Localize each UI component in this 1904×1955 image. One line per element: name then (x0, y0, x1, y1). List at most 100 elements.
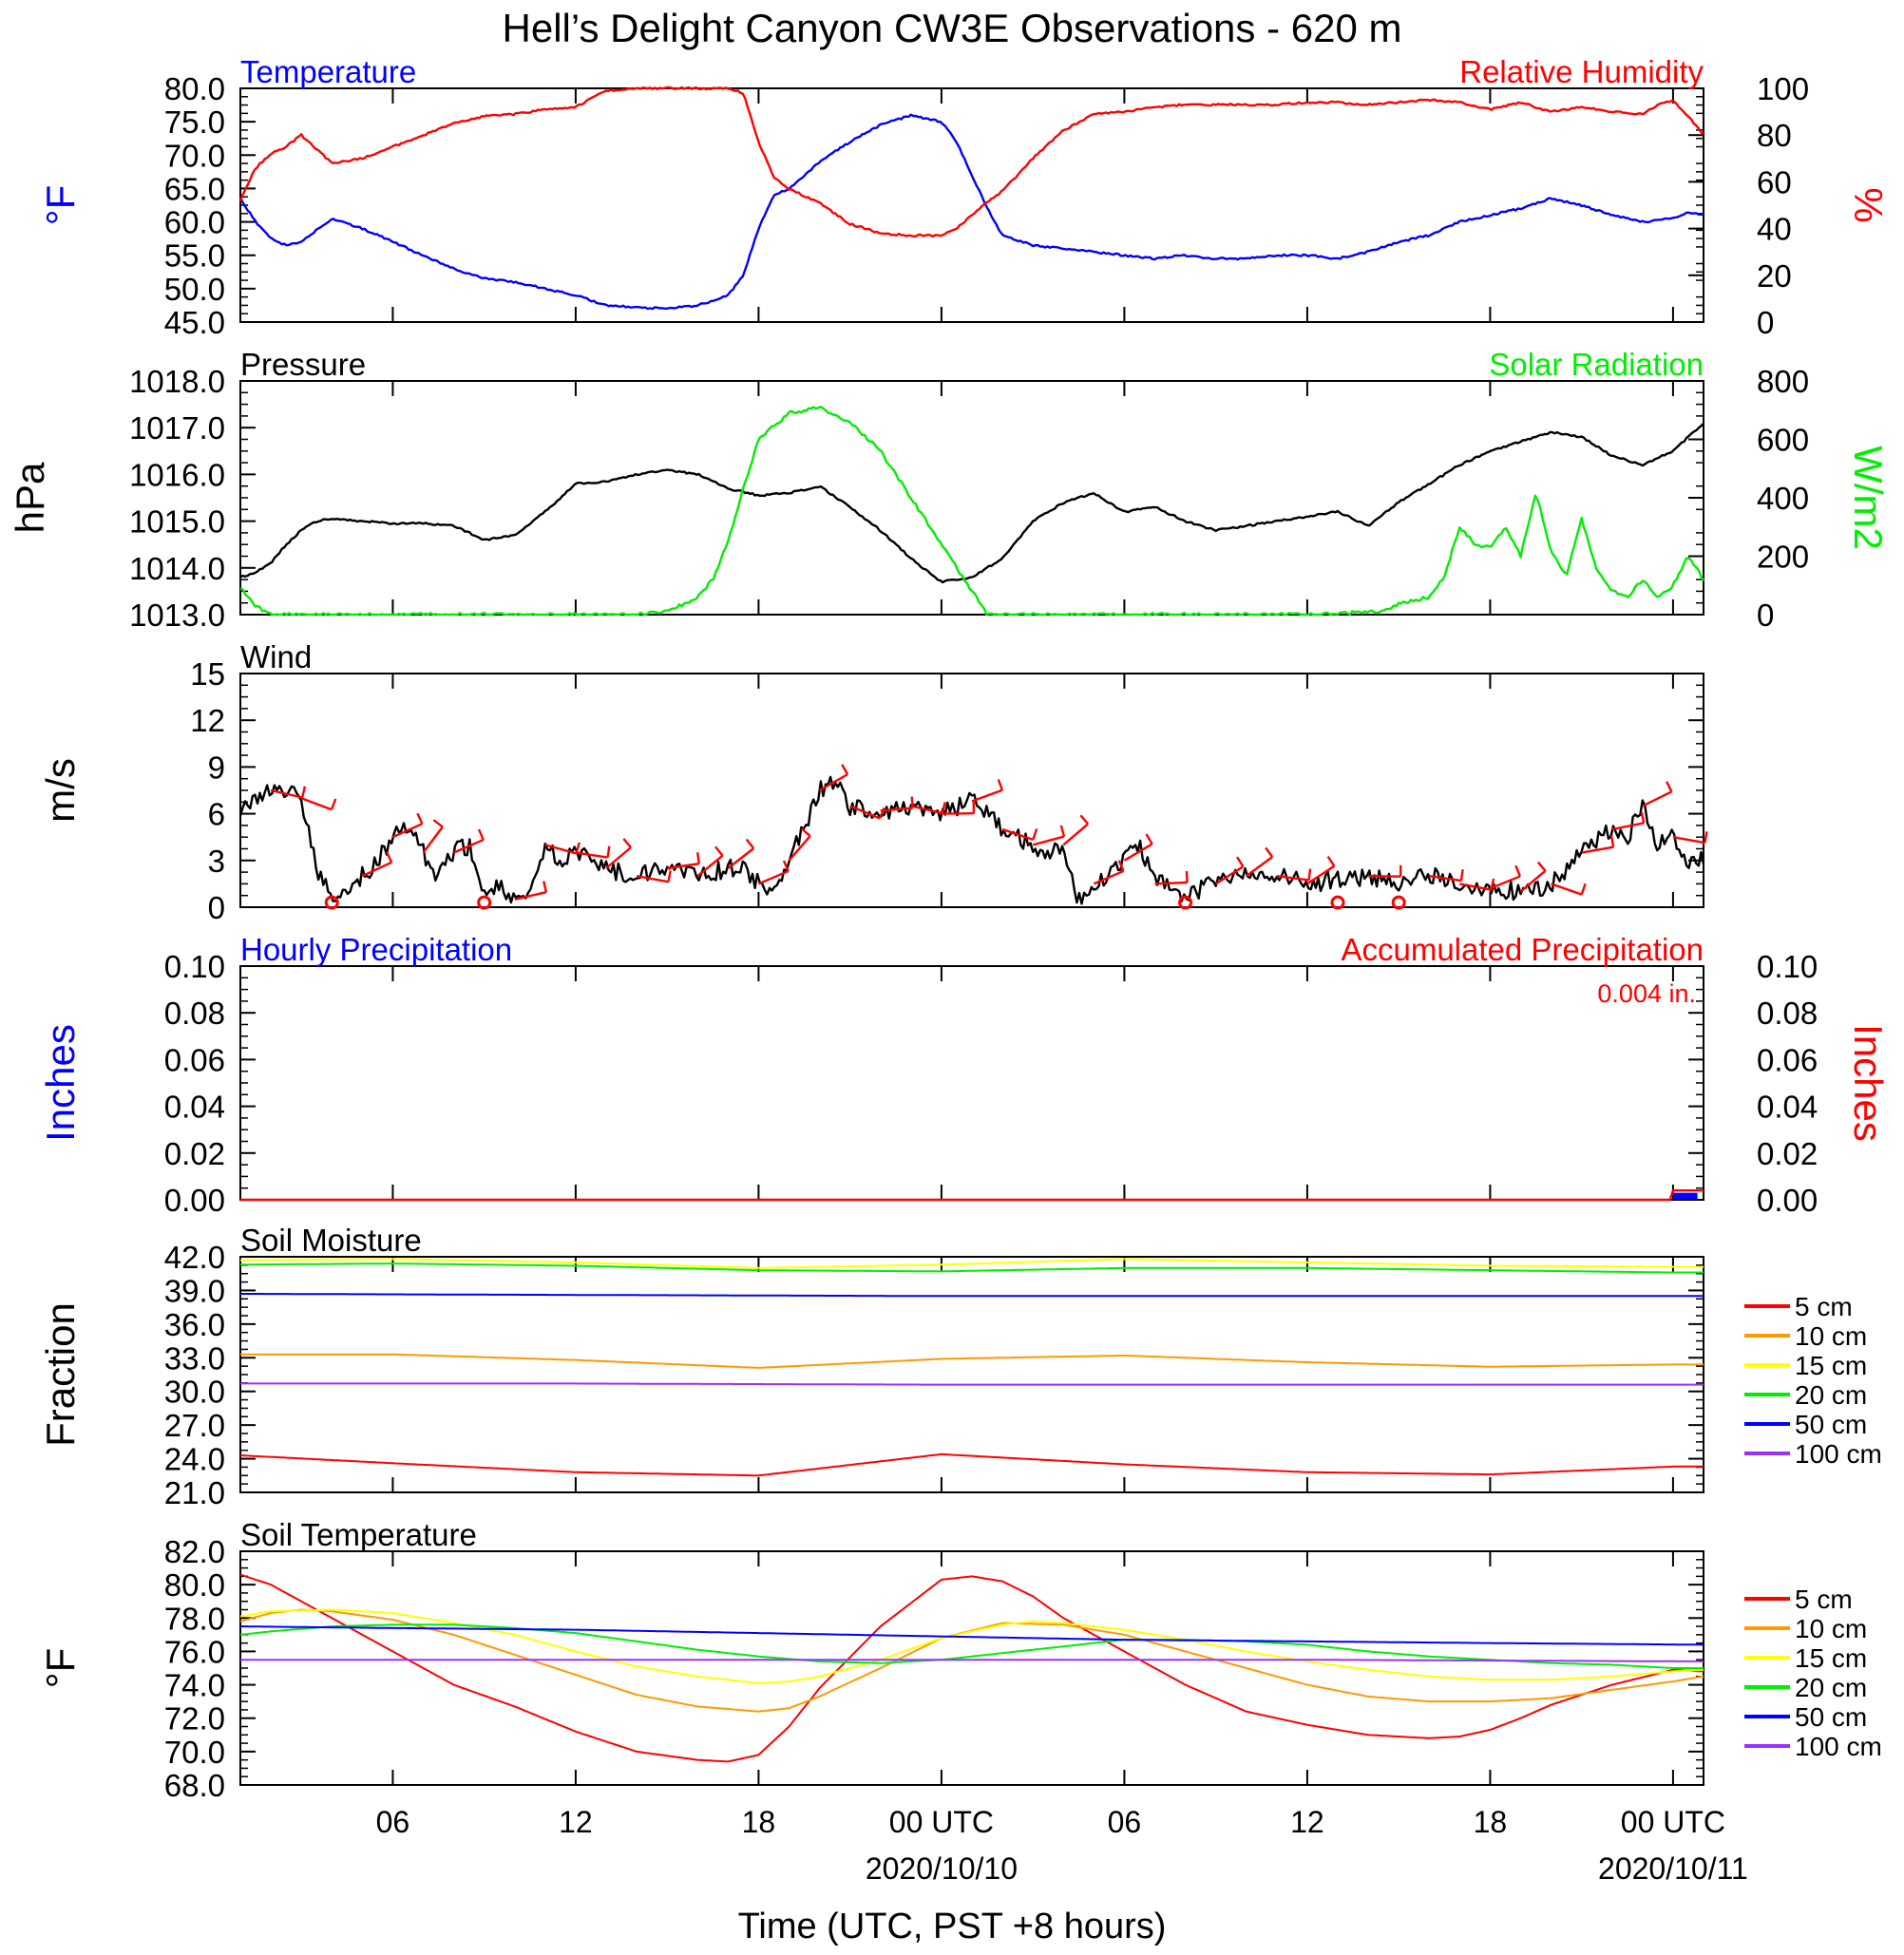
wind-barb (696, 854, 724, 878)
wind-barb-flag (606, 845, 611, 858)
y-axis-title-left: hPa (8, 462, 52, 533)
wind-barb (1276, 875, 1309, 882)
series-line (238, 85, 1704, 238)
wind-barb (727, 847, 754, 869)
panel-title-left: Pressure (240, 347, 366, 382)
legend-label: 20 cm (1795, 1380, 1867, 1410)
wind-barb (1093, 869, 1125, 885)
wind-barb-flag (1059, 825, 1066, 837)
wind-barb (391, 823, 423, 839)
series-line-15cm (239, 1608, 1704, 1684)
panel-precipitation: 0.00 0.02 0.04 0.06 0.08 0.10 0.00 0.02 0.04 0.06… (38, 932, 1891, 1218)
panel-frame (239, 965, 1704, 1201)
y-tick-label-left: 27.0 (164, 1408, 225, 1443)
calm-wind-circle (1391, 895, 1406, 910)
y-tick-label-left: 50.0 (164, 272, 225, 307)
y-tick-label-left: 55.0 (164, 238, 225, 274)
y-tick-label-left: 0.06 (164, 1042, 225, 1077)
y-tick-label-right: 0 (1757, 598, 1774, 633)
wind-barb-flag (714, 845, 724, 857)
wind-barb-flag (1032, 828, 1038, 841)
panel-frame (239, 87, 1704, 323)
legend-label: 15 cm (1795, 1643, 1867, 1673)
wind-barb-flag (941, 802, 946, 814)
wind-barb (1215, 865, 1245, 885)
y-tick-label-left: 72.0 (164, 1701, 225, 1737)
wind-barb (1123, 843, 1153, 862)
y-tick-label-left: 1016.0 (129, 457, 225, 492)
y-axis-title-left: °F (38, 1648, 83, 1688)
y-tick-label-left: 0.02 (164, 1136, 225, 1171)
y-tick-label-left: 65.0 (164, 171, 225, 206)
y-tick-label-left: 1013.0 (129, 598, 225, 633)
wind-barb (818, 773, 848, 792)
wind-barb-flag (330, 798, 337, 810)
y-tick-label-left: 0 (208, 890, 225, 925)
wind-barb (605, 846, 632, 869)
y-tick-label-right: 0 (1757, 305, 1774, 340)
panel-temperature-rh: 45.050.055.060.065.070.075.080.0 0 20 40 60 8… (38, 54, 1891, 340)
y-tick-label-right: 20 (1757, 258, 1792, 294)
panel-title-left: Soil Moisture (240, 1223, 422, 1258)
legend-label: 100 cm (1795, 1439, 1882, 1469)
series-line-15cm (240, 1258, 1704, 1269)
wind-barb (1551, 883, 1583, 896)
wind-barb (971, 788, 1003, 803)
x-axis-title: Time (UTC, PST +8 hours) (738, 1907, 1167, 1946)
calm-wind-circle (1178, 895, 1193, 910)
wind-barb-flag (1536, 861, 1547, 872)
y-axis-title-left: Fraction (38, 1302, 83, 1447)
wind-barb (788, 835, 811, 862)
panel-title-left: Soil Temperature (240, 1517, 477, 1552)
wind-barb-flag (477, 828, 485, 841)
series-line (238, 775, 1705, 905)
wind-barb (880, 807, 913, 812)
series-line-5cm (239, 1573, 1704, 1763)
wind-barb-flag (695, 852, 701, 864)
wind-barb-flag (1079, 814, 1090, 826)
x-tick-label: 00 UTC (1621, 1805, 1725, 1839)
y-tick-label-left: 0.00 (164, 1183, 225, 1218)
legend-label: 20 cm (1795, 1673, 1867, 1702)
y-axis-title-right: W/m2 (1846, 446, 1891, 550)
panel-title-left: Temperature (240, 54, 416, 89)
wind-barb (1459, 883, 1492, 891)
wind-barb-flag (1117, 860, 1125, 872)
wind-barb-flag (800, 827, 811, 837)
y-tick-label-right: 600 (1757, 423, 1809, 458)
calm-wind-circle (477, 895, 492, 910)
y-tick-label-right: 0.08 (1757, 996, 1818, 1031)
x-tick-label: 06 (1108, 1805, 1142, 1839)
x-tick-label: 06 (376, 1805, 410, 1839)
y-tick-label-left: 1015.0 (129, 504, 225, 540)
series-line-20cm (239, 1623, 1704, 1669)
wind-barb-flag (1459, 868, 1464, 882)
wind-barb (757, 869, 790, 885)
panel-title-right: Accumulated Precipitation (1341, 932, 1704, 967)
y-tick-label-left: 70.0 (164, 138, 225, 173)
calm-wind-circle (1330, 895, 1345, 910)
panel-frame (239, 1550, 1704, 1786)
series-line-5cm (239, 1452, 1704, 1477)
legend-label: 10 cm (1795, 1614, 1867, 1643)
legend-label: 15 cm (1795, 1351, 1867, 1380)
wind-barb (1519, 869, 1547, 893)
wind-barb (1489, 875, 1521, 890)
wind-barb (910, 805, 943, 815)
accumulated-label: 0.004 in. (1597, 979, 1696, 1008)
wind-barb-flag (997, 779, 1004, 791)
y-axis-title-left: Inches (38, 1024, 83, 1142)
y-tick-label-left: 1014.0 (129, 551, 225, 586)
y-tick-label-right: 0.06 (1757, 1042, 1818, 1077)
precip-bar (1672, 1192, 1698, 1200)
wind-barb (1429, 875, 1462, 883)
wind-barb (1642, 790, 1672, 807)
wind-barb-flag (416, 812, 424, 825)
legend-label: 50 cm (1795, 1410, 1867, 1439)
panel-soil-moisture: 21.024.027.030.033.036.039.042.0 Soil Moi… (38, 1223, 1882, 1510)
wind-barb-flag (1514, 864, 1521, 877)
calm-wind-circle (324, 895, 339, 910)
y-tick-label-right: 60 (1757, 164, 1792, 199)
y-axis-title-right: Inches (1846, 1024, 1891, 1142)
